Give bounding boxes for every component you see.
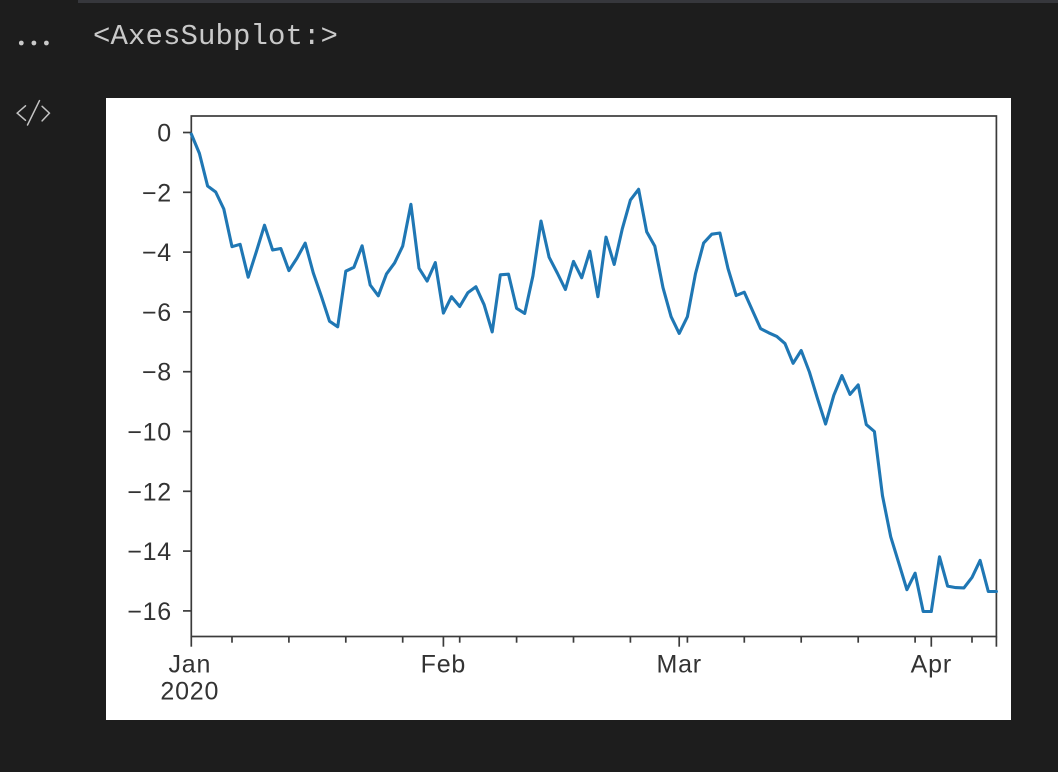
svg-text:−2: −2	[142, 179, 172, 207]
svg-text:−4: −4	[142, 239, 172, 267]
svg-text:Apr: Apr	[911, 651, 952, 679]
svg-text:−8: −8	[142, 359, 172, 387]
svg-text:−10: −10	[127, 419, 172, 447]
svg-text:−14: −14	[127, 538, 172, 566]
svg-text:Feb: Feb	[421, 651, 466, 679]
svg-text:0: 0	[157, 120, 172, 148]
svg-text:−16: −16	[127, 598, 172, 626]
svg-text:Mar: Mar	[656, 651, 701, 679]
svg-text:Jan: Jan	[168, 651, 211, 679]
svg-text:−12: −12	[127, 478, 172, 506]
svg-text:−6: −6	[142, 299, 172, 327]
svg-text:2020: 2020	[160, 678, 219, 706]
